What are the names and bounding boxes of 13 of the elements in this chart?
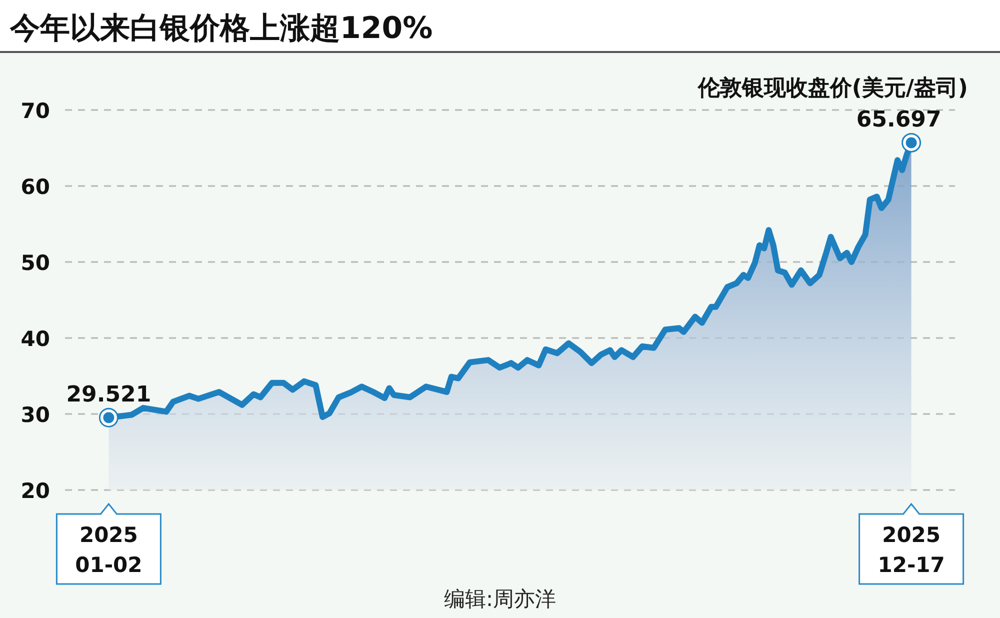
y-tick-label: 30 bbox=[20, 403, 50, 427]
y-tick-label: 70 bbox=[20, 99, 50, 123]
y-tick-label: 60 bbox=[20, 175, 50, 199]
annotation: 29.521 bbox=[66, 382, 152, 408]
x-tick-label: 2025 01-02 bbox=[75, 523, 142, 577]
y-tick-label: 40 bbox=[20, 327, 50, 351]
y-tick-label: 20 bbox=[20, 479, 50, 503]
annotation: 65.697 bbox=[856, 108, 942, 133]
text: 编辑:周亦洋 bbox=[444, 587, 556, 611]
y-axis-title: 伦敦银现收盘价(美元/盎司) bbox=[696, 75, 968, 101]
chart-title: 今年以来白银价格上涨超120% bbox=[9, 11, 433, 46]
x-tick-label: 2025 12-17 bbox=[878, 523, 945, 577]
y-tick-label: 50 bbox=[20, 251, 50, 275]
